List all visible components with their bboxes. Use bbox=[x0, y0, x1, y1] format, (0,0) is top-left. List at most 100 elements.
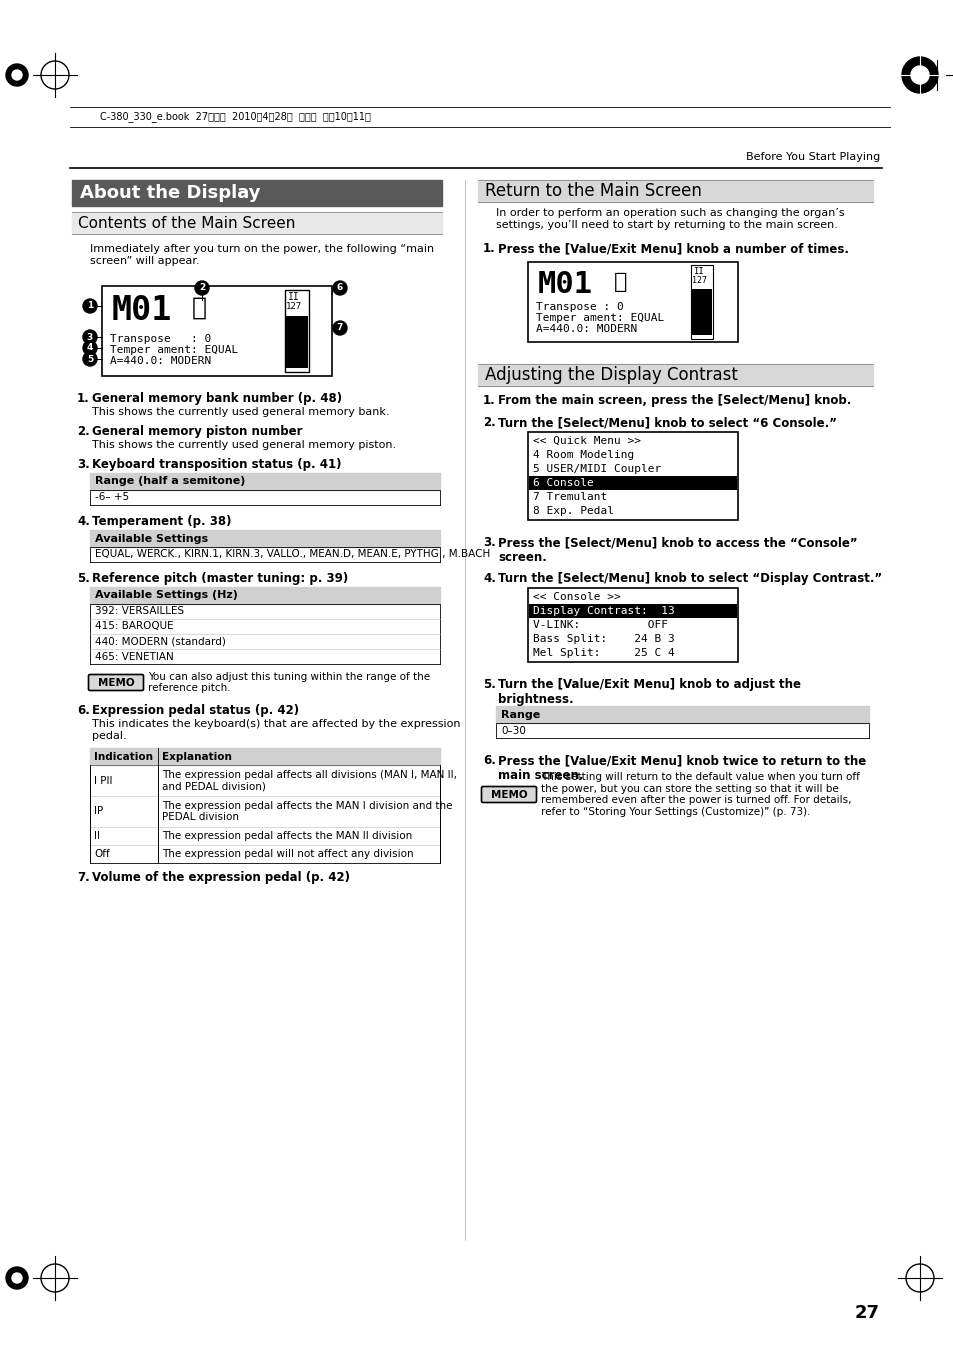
Circle shape bbox=[83, 330, 97, 345]
Text: From the main screen, press the [Select/Menu] knob.: From the main screen, press the [Select/… bbox=[497, 394, 850, 407]
Text: ①: ① bbox=[614, 272, 627, 292]
Text: 440: MODERN (standard): 440: MODERN (standard) bbox=[95, 636, 226, 647]
Text: << Quick Menu >>: << Quick Menu >> bbox=[533, 436, 640, 446]
Text: V-LINK:          OFF: V-LINK: OFF bbox=[533, 620, 667, 630]
Text: MEMO: MEMO bbox=[97, 677, 134, 688]
Text: Available Settings (Hz): Available Settings (Hz) bbox=[95, 590, 237, 600]
Bar bbox=[529, 604, 737, 617]
Text: 5 USER/MIDI Coupler: 5 USER/MIDI Coupler bbox=[533, 463, 660, 474]
Text: I PII: I PII bbox=[94, 775, 112, 785]
Text: 4: 4 bbox=[87, 343, 93, 353]
Circle shape bbox=[6, 63, 28, 86]
FancyBboxPatch shape bbox=[89, 674, 143, 690]
Text: << Console >>: << Console >> bbox=[533, 592, 620, 603]
Text: 2: 2 bbox=[198, 284, 205, 293]
Text: Return to the Main Screen: Return to the Main Screen bbox=[484, 182, 701, 200]
Circle shape bbox=[901, 57, 937, 93]
Text: 1.: 1. bbox=[77, 392, 90, 405]
FancyBboxPatch shape bbox=[481, 786, 536, 802]
Text: Bass Split:    24 B 3: Bass Split: 24 B 3 bbox=[533, 634, 674, 644]
Bar bbox=[477, 180, 872, 203]
Text: Keyboard transposition status (p. 41): Keyboard transposition status (p. 41) bbox=[91, 458, 341, 471]
Text: 0–30: 0–30 bbox=[500, 725, 525, 735]
Text: Mel Split:     25 C 4: Mel Split: 25 C 4 bbox=[533, 648, 674, 658]
Text: 27: 27 bbox=[854, 1304, 879, 1323]
Text: MEMO: MEMO bbox=[490, 789, 527, 800]
Text: General memory bank number (p. 48): General memory bank number (p. 48) bbox=[91, 392, 342, 405]
Text: Turn the [Value/Exit Menu] knob to adjust the
brightness.: Turn the [Value/Exit Menu] knob to adjus… bbox=[497, 678, 801, 707]
Text: 1: 1 bbox=[87, 301, 93, 311]
Text: 5: 5 bbox=[87, 354, 93, 363]
Bar bbox=[286, 316, 308, 367]
Text: 6: 6 bbox=[336, 284, 343, 293]
Circle shape bbox=[333, 322, 347, 335]
Text: 7: 7 bbox=[336, 323, 343, 332]
Bar bbox=[90, 748, 439, 765]
Circle shape bbox=[12, 1273, 22, 1283]
Text: 1.: 1. bbox=[482, 394, 496, 407]
Text: Temper ament: EQUAL: Temper ament: EQUAL bbox=[110, 345, 238, 355]
Text: Indication: Indication bbox=[94, 751, 152, 762]
Text: Reference pitch (master tuning: p. 39): Reference pitch (master tuning: p. 39) bbox=[91, 571, 348, 585]
Text: Contents of the Main Screen: Contents of the Main Screen bbox=[78, 216, 295, 231]
Text: A=440.0: MODERN: A=440.0: MODERN bbox=[536, 324, 637, 334]
Text: 4.: 4. bbox=[482, 571, 496, 585]
Text: The expression pedal affects all divisions (MAN I, MAN II,
and PEDAL division): The expression pedal affects all divisio… bbox=[162, 770, 456, 792]
Text: You can also adjust this tuning within the range of the
reference pitch.: You can also adjust this tuning within t… bbox=[148, 671, 430, 693]
Text: Range: Range bbox=[500, 709, 539, 720]
Bar bbox=[529, 476, 737, 490]
Text: 6 Console: 6 Console bbox=[533, 478, 593, 488]
Text: Expression pedal status (p. 42): Expression pedal status (p. 42) bbox=[91, 704, 299, 717]
Text: IP: IP bbox=[94, 807, 103, 816]
Text: 3: 3 bbox=[87, 332, 93, 342]
Text: 2.: 2. bbox=[482, 416, 496, 430]
Text: 1.: 1. bbox=[482, 242, 496, 255]
Text: Transpose : 0: Transpose : 0 bbox=[536, 303, 623, 312]
Bar bbox=[527, 588, 738, 662]
Text: Range (half a semitone): Range (half a semitone) bbox=[95, 477, 245, 486]
Bar bbox=[527, 432, 738, 520]
Text: This shows the currently used general memory piston.: This shows the currently used general me… bbox=[91, 440, 395, 450]
Text: The expression pedal affects the MAN II division: The expression pedal affects the MAN II … bbox=[162, 831, 412, 842]
Circle shape bbox=[910, 66, 928, 84]
Circle shape bbox=[6, 1267, 28, 1289]
Text: The expression pedal will not affect any division: The expression pedal will not affect any… bbox=[162, 848, 414, 859]
Text: 127: 127 bbox=[691, 276, 706, 285]
Text: II: II bbox=[692, 267, 703, 276]
Text: Display Contrast:  13: Display Contrast: 13 bbox=[533, 607, 674, 616]
Text: Temper ament: EQUAL: Temper ament: EQUAL bbox=[536, 313, 663, 323]
Text: A=440.0: MODERN: A=440.0: MODERN bbox=[110, 357, 211, 366]
Text: Off: Off bbox=[94, 848, 110, 859]
Circle shape bbox=[83, 353, 97, 366]
Text: -6– +5: -6– +5 bbox=[95, 493, 129, 503]
Text: 6.: 6. bbox=[77, 704, 90, 717]
Text: 6.: 6. bbox=[482, 754, 496, 767]
Text: 392: VERSAILLES: 392: VERSAILLES bbox=[95, 607, 184, 616]
Circle shape bbox=[83, 340, 97, 355]
Bar bbox=[90, 473, 439, 490]
Circle shape bbox=[83, 299, 97, 313]
Text: Press the [Select/Menu] knob to access the “Console”
screen.: Press the [Select/Menu] knob to access t… bbox=[497, 536, 857, 563]
Bar bbox=[527, 262, 738, 342]
Text: 2.: 2. bbox=[77, 426, 90, 438]
Text: Before You Start Playing: Before You Start Playing bbox=[745, 153, 879, 162]
Text: II: II bbox=[94, 831, 100, 842]
Text: Press the [Value/Exit Menu] knob twice to return to the
main screen.: Press the [Value/Exit Menu] knob twice t… bbox=[497, 754, 865, 782]
Text: Turn the [Select/Menu] knob to select “6 Console.”: Turn the [Select/Menu] knob to select “6… bbox=[497, 416, 836, 430]
Text: 3.: 3. bbox=[482, 536, 496, 549]
Bar bbox=[496, 707, 868, 723]
Circle shape bbox=[12, 70, 22, 80]
Text: M01: M01 bbox=[112, 295, 172, 327]
Bar bbox=[90, 586, 439, 604]
Bar bbox=[90, 530, 439, 547]
Text: 5.: 5. bbox=[77, 571, 90, 585]
Circle shape bbox=[194, 281, 209, 295]
Text: This shows the currently used general memory bank.: This shows the currently used general me… bbox=[91, 407, 389, 417]
Text: 7.: 7. bbox=[77, 871, 90, 884]
Text: Explanation: Explanation bbox=[162, 751, 232, 762]
Text: 8 Exp. Pedal: 8 Exp. Pedal bbox=[533, 507, 614, 516]
Text: This indicates the keyboard(s) that are affected by the expression
pedal.: This indicates the keyboard(s) that are … bbox=[91, 719, 460, 740]
Text: Adjusting the Display Contrast: Adjusting the Display Contrast bbox=[484, 366, 737, 384]
Text: II: II bbox=[288, 292, 299, 303]
Text: Immediately after you turn on the power, the following “main
screen” will appear: Immediately after you turn on the power,… bbox=[90, 245, 434, 266]
